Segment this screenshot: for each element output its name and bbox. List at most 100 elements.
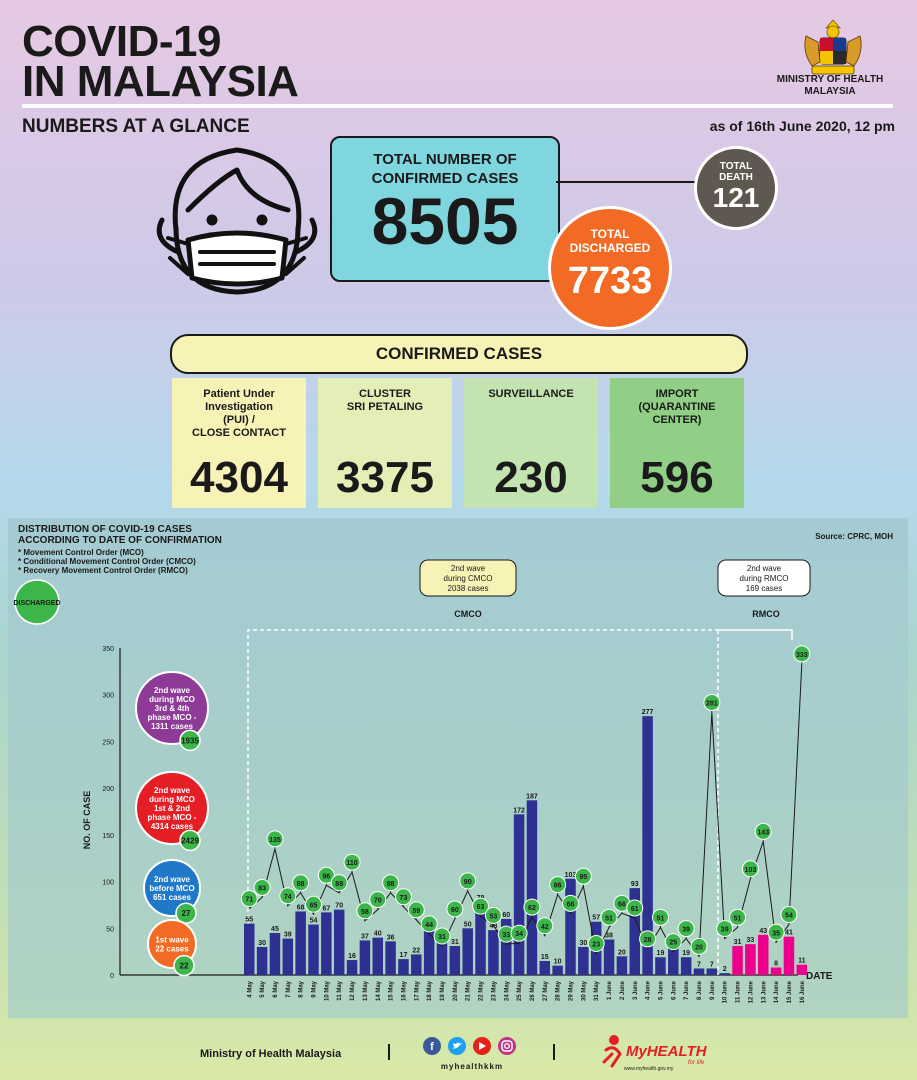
card-pui: Patient Under Investigation (PUI) / CLOS…	[172, 378, 306, 508]
bar-label: 45	[271, 926, 279, 933]
wave-legend-text: 1311 cases	[151, 722, 193, 731]
youtube-icon[interactable]	[473, 1037, 491, 1055]
chart-title-line-2: ACCORDING TO DATE OF CONFIRMATION	[18, 535, 222, 546]
total-discharged-label-1: TOTAL	[590, 227, 630, 241]
discharged-marker	[420, 915, 438, 933]
x-tick-label: 30 May	[581, 980, 587, 1001]
discharged-label: 66	[567, 901, 575, 908]
bar	[719, 973, 730, 975]
card-cluster-label-2: SRI PETALING	[346, 401, 424, 413]
x-tick-label: 14 May	[376, 980, 382, 1001]
discharged-legend-marker	[14, 579, 60, 625]
bar-label: 22	[412, 947, 420, 954]
phase-box-rmco	[717, 559, 811, 597]
wave-legend-circle	[135, 771, 209, 845]
bar	[449, 946, 461, 975]
total-death-badge: TOTAL DEATH 121	[694, 146, 778, 230]
discharged-label: 35	[772, 930, 780, 937]
svg-text:f: f	[430, 1041, 434, 1053]
x-tick-label: 18 May	[427, 980, 433, 1001]
discharged-label: 58	[361, 909, 369, 916]
wave-legend-text: 4314 cases	[151, 822, 194, 831]
wave-legend-circle	[143, 859, 201, 917]
discharged-marker	[510, 924, 528, 942]
facebook-icon[interactable]: f	[423, 1037, 441, 1055]
discharged-marker	[703, 693, 721, 711]
total-discharged-value: 7733	[567, 260, 653, 302]
discharged-marker	[407, 901, 425, 919]
y-tick-label: 0	[110, 973, 114, 980]
chart-title: DISTRIBUTION OF COVID-19 CASES ACCORDING…	[18, 524, 222, 546]
chart-note-1: * Movement Control Order (MCO)	[18, 548, 144, 557]
bar-label: 36	[387, 934, 395, 941]
footer-separator-1	[388, 1044, 390, 1060]
discharged-marker	[433, 927, 451, 945]
bar	[783, 936, 795, 975]
bar-label: 30	[579, 940, 587, 947]
rmco-bracket	[718, 629, 793, 640]
bar-label: 55	[245, 917, 253, 924]
chart-note-2: * Conditional Movement Control Order (CM…	[18, 557, 196, 566]
myhealth-tagline: for life	[688, 1060, 705, 1066]
social-handle[interactable]: myhealthkkm	[440, 1062, 504, 1071]
discharged-label: 61	[631, 906, 639, 913]
x-tick-label: 8 May	[299, 980, 305, 997]
bar	[552, 965, 563, 975]
bar	[758, 934, 769, 975]
x-tick-label: 1 June	[607, 980, 613, 1000]
bar	[655, 957, 666, 975]
myhealth-brand: MyHEALTH	[626, 1043, 708, 1060]
glance-heading: NUMBERS AT A GLANCE	[22, 116, 250, 137]
bar-label: 38	[605, 932, 613, 939]
myhealth-url[interactable]: www.myhealth.gov.my	[624, 1066, 674, 1072]
x-tick-label: 11 May	[337, 980, 343, 1000]
discharged-label: 66	[618, 901, 626, 908]
x-tick-label: 6 May	[273, 980, 279, 997]
discharged-label: 51	[605, 915, 613, 922]
footer-ministry: Ministry of Health Malaysia	[200, 1048, 342, 1060]
card-surveillance-value: 230	[494, 453, 568, 502]
phase-label-cmco: CMCO	[454, 609, 482, 619]
bar	[642, 716, 653, 975]
card-import-label-2: (QUARANTINE	[638, 401, 716, 413]
discharged-label: 88	[387, 881, 395, 888]
wave-legend-text: 3rd & 4th	[155, 704, 190, 713]
card-pui-label-4: CLOSE CONTACT	[192, 427, 286, 439]
card-surveillance: SURVEILLANCE 230	[464, 378, 598, 508]
x-tick-label: 14 June	[774, 980, 780, 1003]
bar-label: 15	[541, 954, 549, 961]
wave-legend-text: 1st & 2nd	[154, 804, 190, 813]
discharged-marker	[690, 937, 708, 955]
instagram-icon[interactable]	[498, 1037, 516, 1055]
bar	[565, 878, 576, 975]
bar	[770, 967, 782, 975]
card-pui-label-2: Investigation	[205, 401, 273, 413]
x-tick-label: 21 May	[466, 980, 472, 1001]
bar	[501, 918, 512, 975]
ministry-line-1: MINISTRY OF HEALTH	[776, 74, 884, 85]
discharged-label: 110	[346, 860, 357, 867]
bar-label: 19	[682, 950, 690, 957]
chart-notes: * Movement Control Order (MCO) * Conditi…	[18, 548, 196, 575]
bar-label: 70	[335, 903, 343, 910]
y-tick-label: 300	[102, 693, 114, 700]
x-tick-label: 22 May	[479, 980, 485, 1001]
phase-box-text: 169 cases	[746, 584, 782, 593]
social-icons: f	[423, 1037, 516, 1055]
bar-label: 17	[400, 952, 408, 959]
bar	[539, 960, 551, 975]
bar	[680, 957, 692, 975]
wave-legend-text: 651 cases	[153, 893, 191, 902]
bar-label: 50	[464, 921, 472, 928]
discharged-label: 65	[310, 902, 318, 909]
y-tick-label: 50	[106, 926, 114, 933]
discharged-label: 90	[464, 879, 472, 886]
ministry-name: MINISTRY OF HEALTH MALAYSIA	[760, 74, 900, 98]
twitter-icon[interactable]	[448, 1037, 466, 1055]
x-tick-label: 10 June	[723, 980, 729, 1003]
bar	[578, 946, 589, 975]
bar	[526, 800, 538, 975]
discharged-marker	[240, 890, 258, 908]
x-tick-label: 13 May	[363, 980, 369, 1001]
x-tick-label: 4 May	[247, 980, 253, 997]
